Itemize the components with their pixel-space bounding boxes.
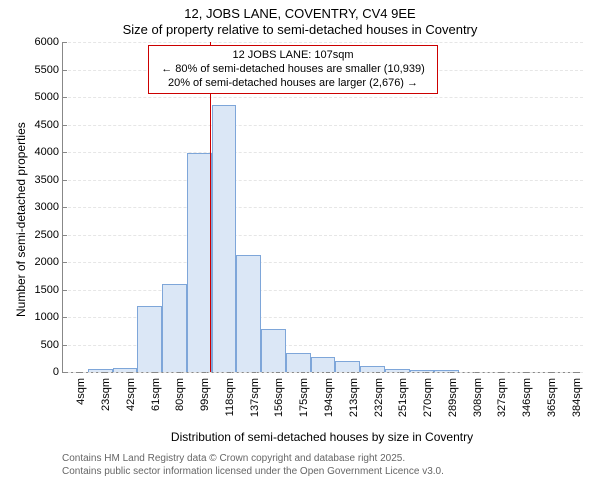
x-tick: 42sqm xyxy=(125,378,137,438)
bar xyxy=(212,105,237,372)
x-tick: 194sqm xyxy=(323,378,335,438)
bar xyxy=(311,357,336,372)
callout-box: 12 JOBS LANE: 107sqm← 80% of semi-detach… xyxy=(148,45,438,94)
grid-line xyxy=(63,180,583,181)
x-tick: 270sqm xyxy=(422,378,434,438)
x-axis-label: Distribution of semi-detached houses by … xyxy=(62,430,582,444)
x-tick: 365sqm xyxy=(546,378,558,438)
y-axis-label: Number of semi-detached properties xyxy=(14,122,28,317)
x-tick: 251sqm xyxy=(397,378,409,438)
bar xyxy=(113,368,138,372)
callout-line-2: ← 80% of semi-detached houses are smalle… xyxy=(155,63,431,77)
y-tick: 2000 xyxy=(35,256,63,268)
bar xyxy=(410,370,435,372)
footer-attribution: Contains HM Land Registry data © Crown c… xyxy=(0,452,600,478)
y-tick: 500 xyxy=(41,339,63,351)
x-tick: 232sqm xyxy=(373,378,385,438)
y-tick: 5000 xyxy=(35,91,63,103)
x-tick: 213sqm xyxy=(348,378,360,438)
footer-line-1: Contains HM Land Registry data © Crown c… xyxy=(62,452,600,465)
x-tick: 4sqm xyxy=(75,378,87,438)
x-tick: 61sqm xyxy=(150,378,162,438)
grid-line xyxy=(63,152,583,153)
callout-line-3: 20% of semi-detached houses are larger (… xyxy=(155,77,431,91)
x-tick: 346sqm xyxy=(521,378,533,438)
bar xyxy=(187,153,212,372)
x-tick: 384sqm xyxy=(571,378,583,438)
y-tick: 1000 xyxy=(35,311,63,323)
y-tick: 3000 xyxy=(35,201,63,213)
y-tick: 4000 xyxy=(35,146,63,158)
plot-area: 0500100015002000250030003500400045005000… xyxy=(62,42,583,373)
grid-line xyxy=(63,235,583,236)
chart-subtitle: Size of property relative to semi-detach… xyxy=(0,22,600,38)
x-tick: 23sqm xyxy=(100,378,112,438)
grid-line xyxy=(63,42,583,43)
bar xyxy=(162,284,187,372)
x-tick: 175sqm xyxy=(298,378,310,438)
y-tick: 1500 xyxy=(35,284,63,296)
grid-line xyxy=(63,97,583,98)
bar xyxy=(360,366,385,372)
x-tick: 308sqm xyxy=(472,378,484,438)
bar xyxy=(335,361,360,372)
y-tick: 2500 xyxy=(35,229,63,241)
y-tick: 4500 xyxy=(35,119,63,131)
grid-line xyxy=(63,262,583,263)
grid-line xyxy=(63,290,583,291)
bar xyxy=(434,370,459,372)
x-tick: 289sqm xyxy=(447,378,459,438)
x-tick: 156sqm xyxy=(273,378,285,438)
grid-line xyxy=(63,372,583,373)
bar xyxy=(261,329,286,372)
bar xyxy=(137,306,162,372)
bar xyxy=(385,369,410,372)
footer-line-2: Contains public sector information licen… xyxy=(62,465,600,478)
y-tick: 6000 xyxy=(35,36,63,48)
callout-line-1: 12 JOBS LANE: 107sqm xyxy=(155,49,431,63)
x-tick: 118sqm xyxy=(224,378,236,438)
bar xyxy=(236,255,261,372)
x-tick: 327sqm xyxy=(496,378,508,438)
y-tick: 3500 xyxy=(35,174,63,186)
y-tick: 0 xyxy=(53,366,63,378)
bar xyxy=(286,353,311,372)
x-tick: 99sqm xyxy=(199,378,211,438)
grid-line xyxy=(63,125,583,126)
x-tick: 80sqm xyxy=(174,378,186,438)
y-tick: 5500 xyxy=(35,64,63,76)
bar xyxy=(88,369,113,372)
chart-title: 12, JOBS LANE, COVENTRY, CV4 9EE xyxy=(0,0,600,22)
x-tick: 137sqm xyxy=(249,378,261,438)
grid-line xyxy=(63,207,583,208)
